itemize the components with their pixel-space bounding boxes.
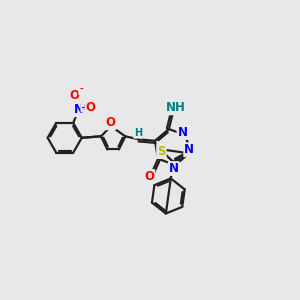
Text: N: N (178, 126, 188, 139)
Text: N: N (74, 103, 84, 116)
Text: N: N (184, 143, 194, 156)
Text: S: S (157, 145, 166, 158)
Text: +: + (81, 103, 89, 112)
Text: NH: NH (166, 101, 186, 114)
Text: H: H (134, 128, 142, 138)
Text: O: O (144, 170, 154, 183)
Text: N: N (169, 162, 179, 175)
Text: O: O (105, 116, 116, 129)
Text: O: O (69, 89, 80, 102)
Text: O: O (85, 101, 95, 114)
Text: -: - (79, 85, 83, 94)
